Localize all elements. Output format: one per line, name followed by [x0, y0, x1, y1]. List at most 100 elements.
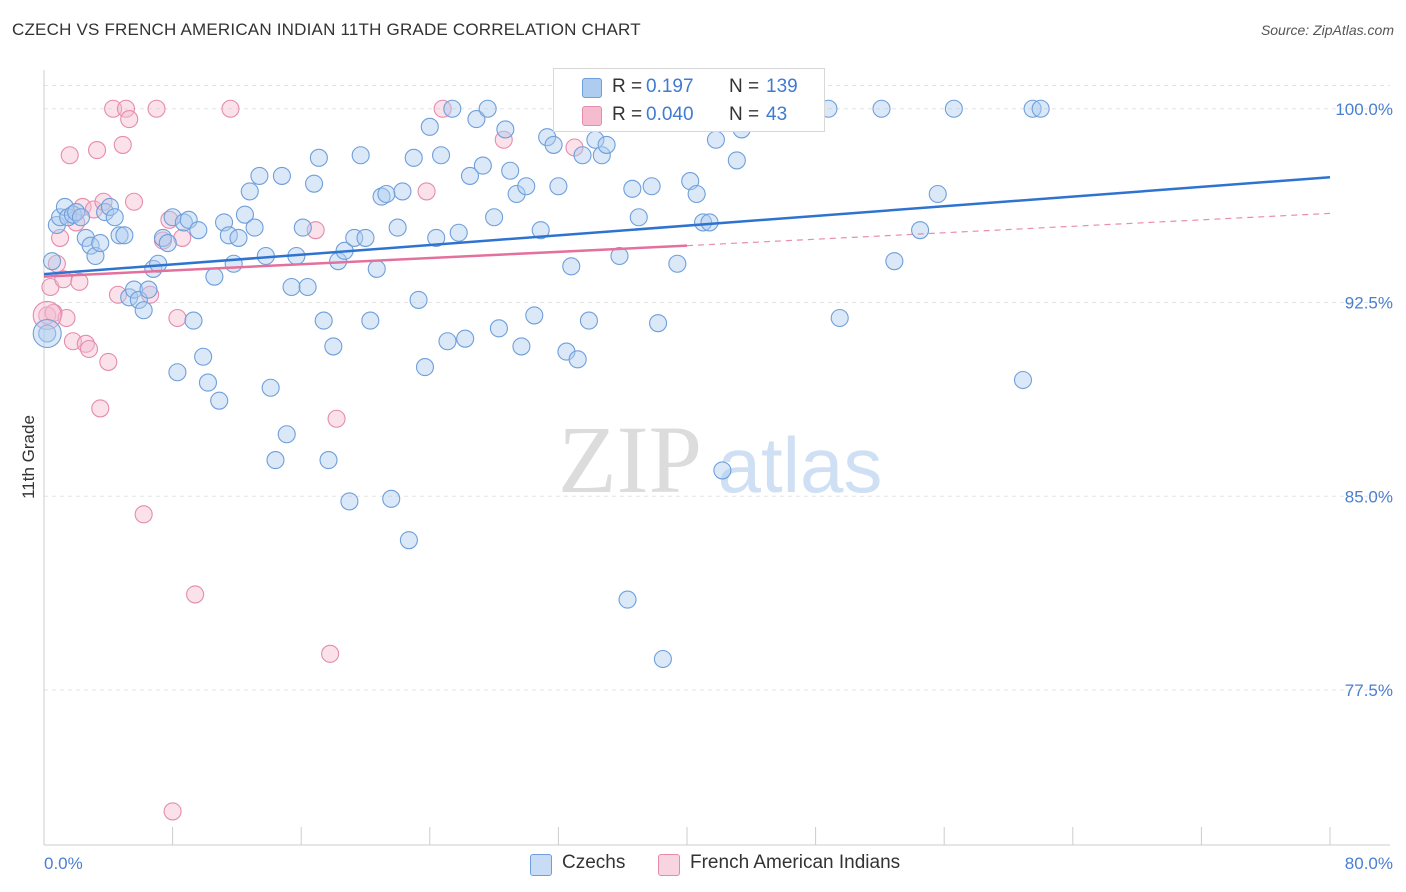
- czechs-point: [438, 332, 457, 351]
- french-american-indians-point: [70, 272, 89, 291]
- czechs-point: [653, 649, 672, 669]
- french-american-indians-point: [99, 352, 118, 371]
- czechs-point: [282, 277, 301, 297]
- french-american-indians-point: [57, 308, 76, 328]
- czechs-point: [427, 228, 446, 247]
- correlation-legend: R = 0.197 N = 139 R = 0.040 N = 43: [553, 68, 825, 132]
- czechs-point: [642, 177, 661, 196]
- czechs-point: [224, 254, 243, 273]
- czechs-point: [245, 218, 264, 237]
- czechs-point: [409, 290, 428, 309]
- czechs-point: [71, 208, 91, 227]
- czechs-point: [404, 148, 423, 167]
- french-american-indians-point: [120, 110, 139, 129]
- czechs-point: [449, 223, 468, 242]
- czechs-point: [694, 213, 713, 232]
- french-american-indians-point: [147, 99, 166, 118]
- french-american-indians-point: [221, 99, 240, 118]
- czechs-point: [713, 461, 732, 480]
- czechs-point: [1031, 99, 1050, 118]
- czechs-point: [229, 228, 248, 247]
- french-american-indians-point: [87, 141, 107, 160]
- legend-r-label: R =: [612, 76, 643, 97]
- legend-r-label: R =: [612, 104, 643, 125]
- czechs-point: [105, 208, 124, 227]
- czechs-point: [139, 280, 158, 299]
- x-tick-label-min: 0.0%: [44, 854, 83, 873]
- french-american-indians-point: [76, 334, 95, 353]
- czechs-point: [324, 337, 343, 356]
- czechs-point: [668, 254, 687, 273]
- czechs-point: [496, 120, 515, 139]
- czechs-point: [507, 184, 526, 204]
- czechs-point: [944, 99, 963, 118]
- czechs-point: [115, 226, 134, 245]
- czechs-point: [399, 531, 418, 550]
- czechs-point: [460, 166, 480, 185]
- french-american-indians-point: [104, 99, 123, 118]
- czechs-point: [872, 99, 891, 118]
- watermark-atlas: atlas: [718, 421, 883, 509]
- czechs-point: [309, 148, 328, 167]
- czechs-point: [100, 197, 119, 216]
- trend-lines: [43, 175, 1331, 278]
- czechs-point: [544, 135, 563, 154]
- y-tick-label: 85.0%: [1345, 487, 1393, 506]
- gridlines: [44, 85, 1390, 691]
- czechs-point: [189, 221, 208, 240]
- czechs-point: [618, 590, 637, 609]
- czechs-point: [67, 203, 86, 222]
- czechs-point: [96, 203, 115, 222]
- french-american-indians-point: [124, 192, 144, 211]
- czechs-point: [134, 301, 153, 320]
- czechs-point: [261, 378, 280, 397]
- y-tick-label: 100.0%: [1335, 100, 1393, 119]
- czechs-point: [361, 311, 380, 330]
- czechs-point: [830, 308, 849, 328]
- source-credit: Source: ZipAtlas.com: [1260, 22, 1394, 38]
- czechs-point: [489, 319, 508, 338]
- legend-swatch-czechs: [530, 854, 552, 876]
- czechs-point: [473, 156, 492, 175]
- czechs-point: [649, 314, 668, 333]
- french-american-indians-point: [163, 802, 182, 821]
- czechs-point: [456, 329, 475, 348]
- watermark-zip: ZIP: [558, 406, 702, 513]
- czechs-point: [443, 99, 462, 118]
- axis-labels: 77.5% 85.0% 92.5% 100.0% 0.0% 80.0% 11th Grade: [19, 100, 1393, 873]
- legend-row-czechs: R = 0.197 N = 139: [554, 73, 824, 101]
- czechs-point: [420, 117, 439, 136]
- czechs-point: [240, 182, 259, 201]
- czechs-point: [592, 146, 611, 165]
- czechs-point: [393, 182, 412, 201]
- czechs-point: [205, 267, 224, 286]
- legend-label-czechs: Czechs: [562, 852, 626, 873]
- watermark: ZIP atlas: [558, 406, 882, 513]
- czechs-point: [377, 184, 396, 204]
- czechs-point: [272, 166, 291, 185]
- czechs-point: [579, 311, 598, 330]
- french-american-indians-point: [116, 99, 136, 118]
- legend-r-value: 0.197: [646, 76, 694, 97]
- czechs-point: [623, 179, 642, 198]
- czechs-point: [305, 174, 324, 193]
- french-american-indians-point: [173, 228, 192, 247]
- czechs-point: [340, 492, 359, 511]
- french-american-indians-point: [417, 182, 436, 201]
- czechs-point: [382, 489, 401, 508]
- czechs-point: [351, 146, 370, 165]
- legend-swatch-french-american-indians: [658, 854, 680, 876]
- y-axis-title: 11th Grade: [19, 415, 38, 499]
- czechs-point: [168, 363, 187, 382]
- french-american-indians-point: [186, 585, 205, 604]
- czechs-point: [568, 350, 587, 369]
- czechs-point: [525, 306, 544, 325]
- chart-title: CZECH VS FRENCH AMERICAN INDIAN 11TH GRA…: [12, 20, 641, 39]
- czechs-point: [184, 311, 203, 330]
- legend-label-french-american-indians: French American Indians: [690, 852, 901, 873]
- legend-n-value: 43: [766, 104, 788, 125]
- french-american-indians-point: [321, 644, 340, 663]
- czechs-point: [293, 218, 312, 237]
- x-tick-label-max: 80.0%: [1345, 854, 1393, 873]
